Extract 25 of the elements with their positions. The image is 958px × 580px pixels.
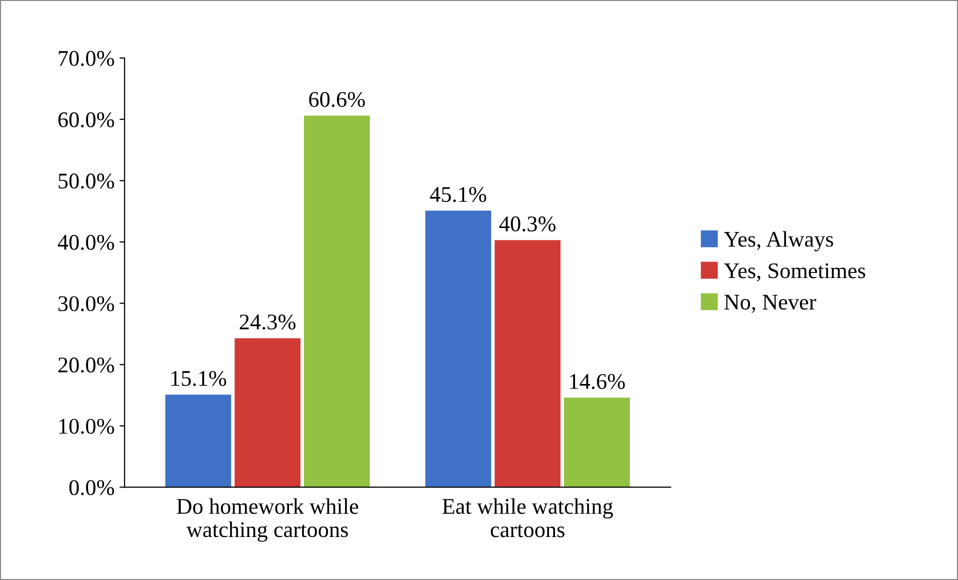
y-tick-label: 30.0% <box>58 296 114 312</box>
legend-label: No, Never <box>724 294 816 313</box>
data-label: 40.3% <box>499 216 556 232</box>
bar <box>304 116 370 488</box>
bar <box>234 338 300 488</box>
y-tick-label: 10.0% <box>59 418 114 434</box>
x-tick-label: Do homework while watching cartoons <box>176 498 358 542</box>
y-tick-label: 70.0% <box>58 50 114 66</box>
y-tick-label: 40.0% <box>58 234 114 250</box>
y-tick-label: 60.0% <box>58 112 114 128</box>
legend-label: Yes, Always <box>724 231 834 252</box>
data-label: 45.1% <box>430 186 486 202</box>
data-label: 24.3% <box>240 314 296 330</box>
data-label: 14.6% <box>570 374 625 390</box>
y-tick-label: 20.0% <box>58 358 114 373</box>
legend-label: Yes, Sometimes <box>724 263 866 282</box>
bar <box>425 210 492 488</box>
x-tick-label: Eat while watching cartoons <box>442 498 613 538</box>
bar <box>165 394 232 488</box>
y-tick-label: 0.0% <box>69 480 114 496</box>
y-tick-label: 50.0% <box>58 174 114 189</box>
data-label: 15.1% <box>171 370 226 386</box>
bar <box>494 240 561 488</box>
data-label: 60.6% <box>309 92 365 108</box>
bar <box>564 398 630 488</box>
